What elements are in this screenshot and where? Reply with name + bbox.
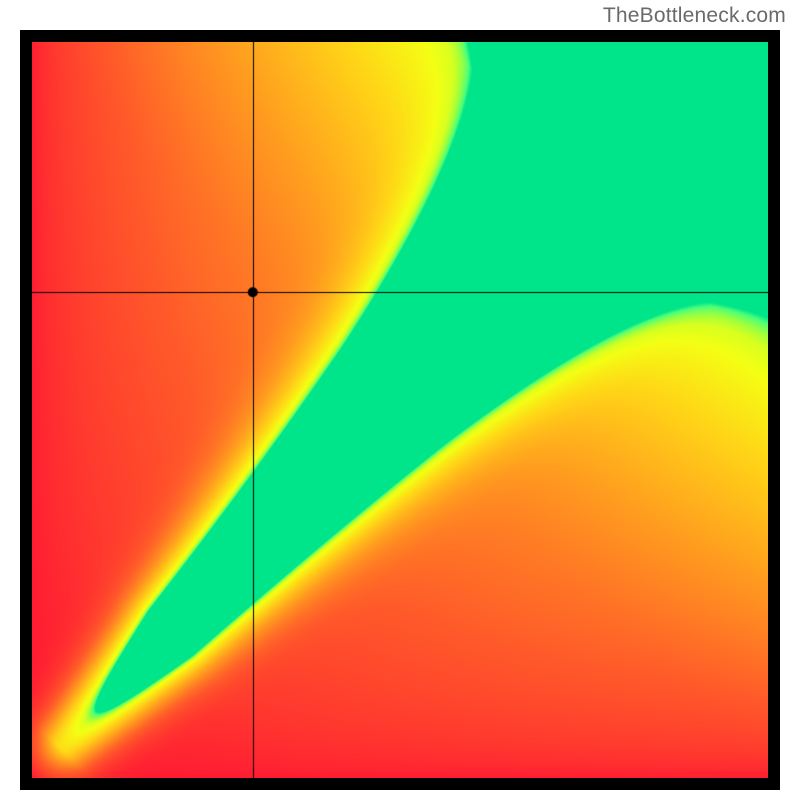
chart-frame (20, 30, 780, 790)
page-root: TheBottleneck.com (0, 0, 800, 800)
watermark-text: TheBottleneck.com (603, 4, 786, 28)
bottleneck-heatmap (32, 42, 768, 778)
